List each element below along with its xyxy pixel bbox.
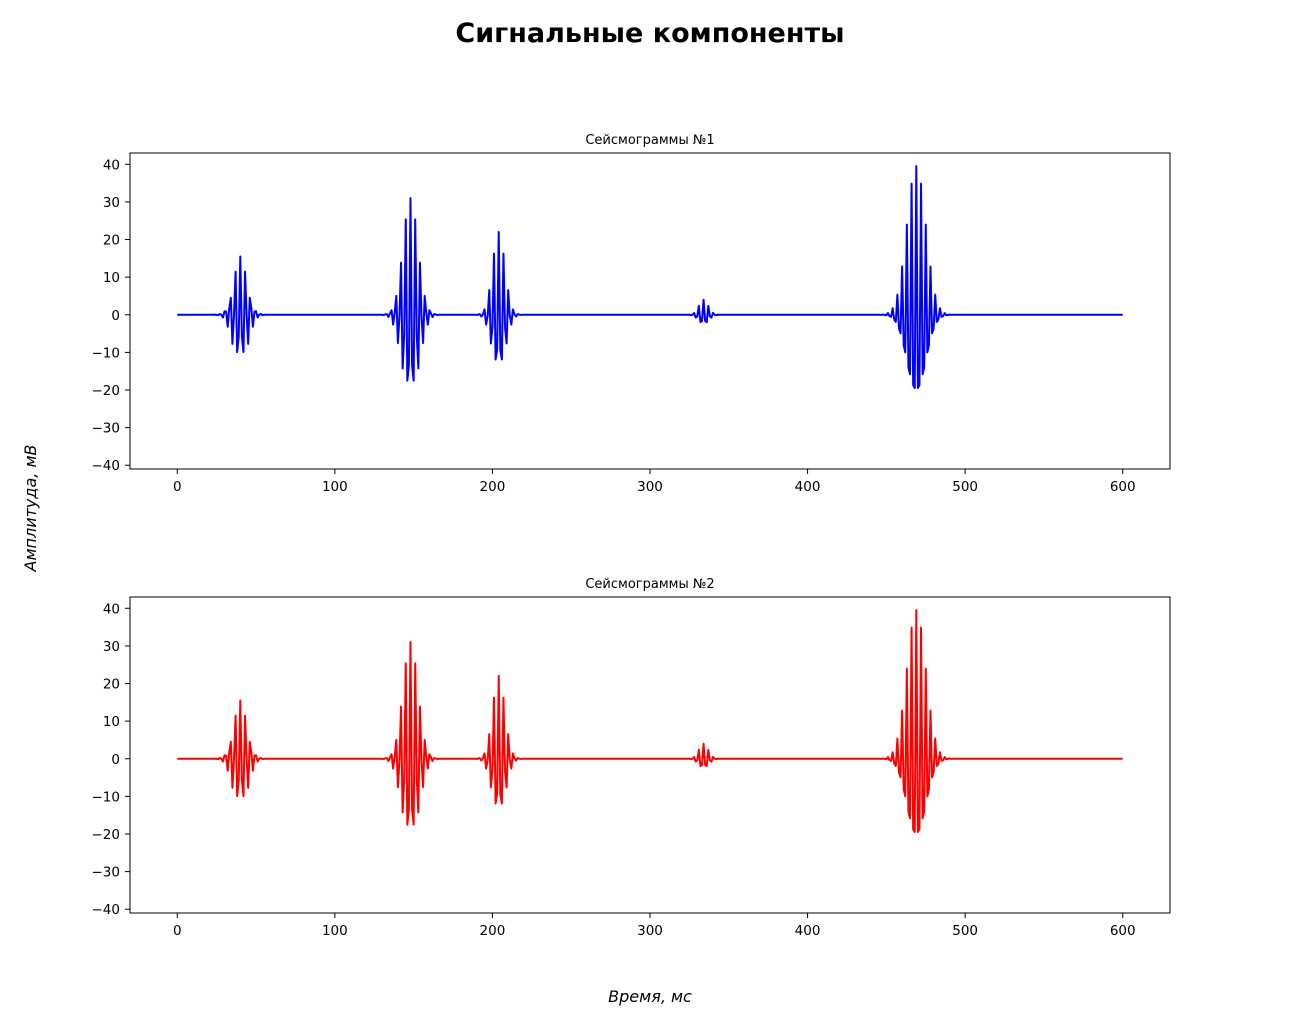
x-tick-label: 300 (637, 923, 663, 939)
subplot-2-frame (129, 596, 1171, 914)
subplot-2: Сейсмограммы №2 0 100 200 300 400 500 600−40−3… (92, 577, 1171, 939)
subplot-2-series-line (177, 609, 1123, 834)
y-tick-label: 30 (103, 639, 120, 655)
x-tick-label: 200 (480, 923, 506, 939)
y-tick-label: 10 (103, 714, 120, 730)
x-tick-label: 500 (952, 479, 978, 495)
y-tick-label: −20 (92, 827, 121, 843)
y-tick-label: −10 (92, 789, 121, 805)
x-tick-label: 500 (952, 923, 978, 939)
figure-title: Сигнальные компоненты (455, 18, 844, 49)
x-tick-label: 100 (322, 479, 348, 495)
y-tick-label: −10 (92, 345, 121, 361)
x-tick-label: 300 (637, 479, 663, 495)
y-tick-label: 20 (103, 677, 120, 693)
x-tick-label: 100 (322, 923, 348, 939)
y-tick-label: 10 (103, 270, 120, 286)
y-tick-label: 20 (103, 233, 120, 249)
x-tick-label: 400 (795, 479, 821, 495)
y-tick-label: −40 (92, 458, 121, 474)
x-tick-label: 600 (1110, 479, 1136, 495)
x-tick-label: 0 (173, 923, 182, 939)
x-tick-label: 0 (173, 479, 182, 495)
subplot-2-ticks: 0 100 200 300 400 500 600 −40 −30 −20 −10 0 10 20 30 40 (92, 601, 1136, 939)
subplot-1-title: Сейсмограммы №1 (585, 133, 714, 148)
x-tick-label: 600 (1110, 923, 1136, 939)
y-tick-label: 40 (103, 157, 120, 173)
figure-xlabel: Время, мс (608, 987, 692, 1006)
y-tick-label: −40 (92, 902, 121, 918)
subplot-2-title: Сейсмограммы №2 (585, 577, 714, 592)
y-tick-label: 0 (111, 752, 120, 768)
y-tick-label: −30 (92, 421, 121, 437)
subplot-1-ticks: 0 100 200 300 400 500 600 −40 −30 −20 −10 0 10 20 30 40 (92, 157, 1136, 495)
y-tick-label: −20 (92, 383, 121, 399)
figure-ylabel: Амплитуда, мВ (21, 445, 40, 573)
subplot-1: Сейсмограммы №1 0 100 200 300 400 500 600−40−3… (92, 133, 1171, 495)
y-tick-label: −30 (92, 865, 121, 881)
x-tick-label: 200 (480, 479, 506, 495)
y-tick-label: 40 (103, 601, 120, 617)
subplot-1-frame (129, 152, 1171, 470)
subplot-1-series-line (177, 165, 1123, 390)
y-tick-label: 0 (111, 308, 120, 324)
y-tick-label: 30 (103, 195, 120, 211)
x-tick-label: 400 (795, 923, 821, 939)
